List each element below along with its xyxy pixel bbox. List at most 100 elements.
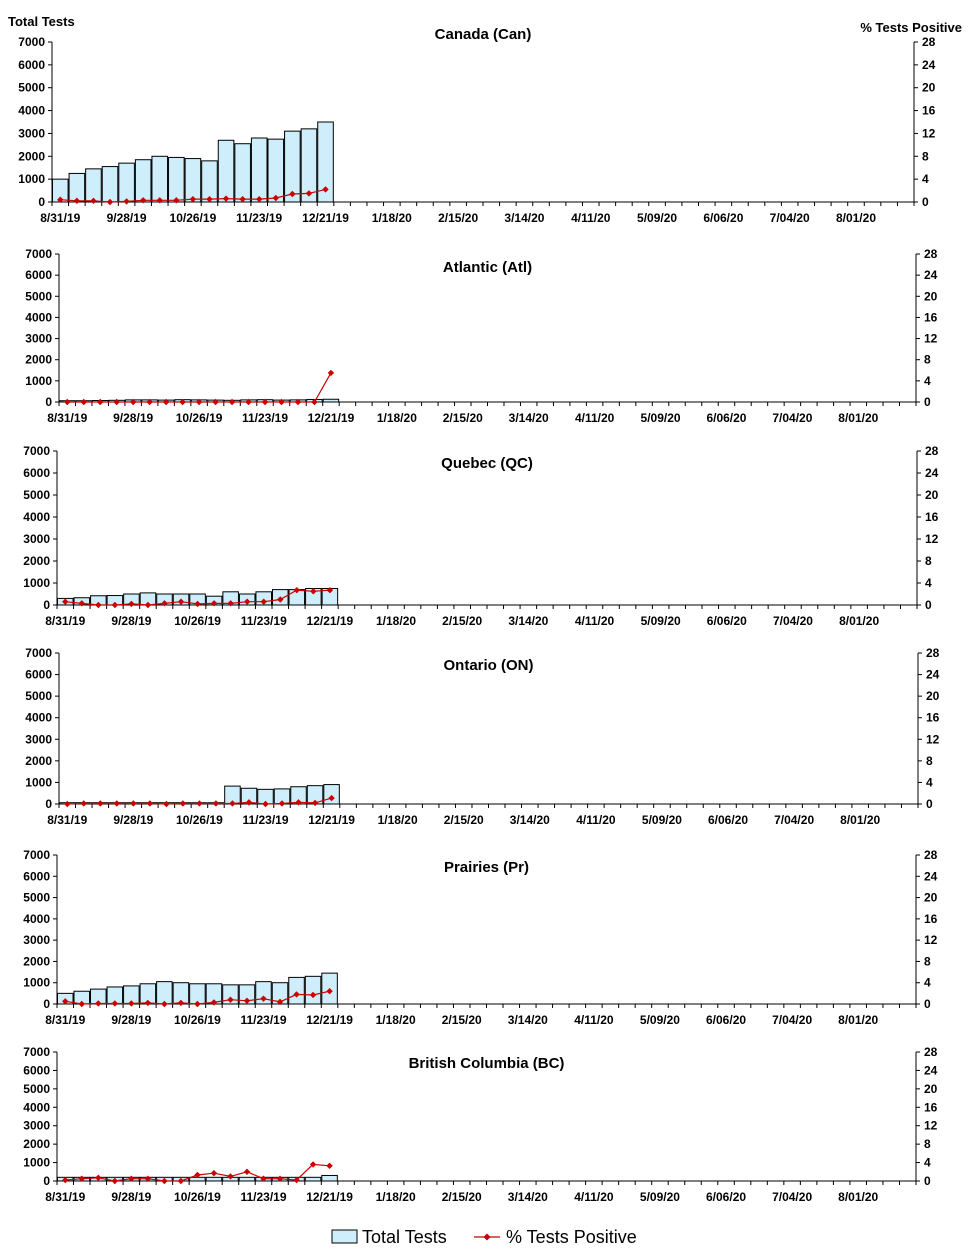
x-tick-label: 1/18/20 [376,1013,416,1027]
x-tick-label: 6/06/20 [708,813,748,827]
point-pct-positive [189,195,197,203]
y-tick-label: 1000 [18,172,45,186]
bar-total-tests [205,1176,223,1182]
x-tick-label: 7/04/20 [774,813,814,827]
y-tick-label: 0 [45,395,52,409]
bar-total-tests [250,137,268,203]
legend-line-marker [483,1233,491,1241]
y2-tick-label: 20 [922,81,936,95]
x-tick-label: 8/01/20 [838,1190,878,1204]
point-pct-positive [194,1171,201,1179]
point-pct-positive [179,398,186,406]
bar-total-tests [168,156,185,203]
y2-tick-label: 28 [925,444,939,458]
y2-tick-label: 12 [924,1119,938,1133]
y2-tick-label: 12 [926,732,940,746]
y-tick-label: 0 [45,797,52,811]
y-tick-label: 7000 [25,646,52,660]
x-tick-label: 5/09/20 [640,1190,680,1204]
x-tick-label: 5/09/20 [637,211,677,225]
y2-tick-label: 28 [926,646,940,660]
point-pct-positive [106,198,114,206]
panel-title: Quebec (QC) [441,455,533,472]
chart-panel: Ontario (ON) 0 1000 2000 3000 4000 5000 6000 700… [25,646,939,827]
bar-total-tests [321,1174,338,1182]
y2-tick-label: 12 [924,933,938,947]
x-tick-label: 3/14/20 [509,411,549,425]
x-tick-label: 11/23/19 [242,411,288,425]
point-pct-positive [310,588,317,595]
bar-total-tests [184,158,202,203]
y2-tick-label: 16 [924,310,938,324]
point-pct-positive [210,999,218,1006]
x-tick-label: 9/28/19 [113,411,153,425]
y2-tick-label: 16 [924,1100,938,1114]
bar-total-tests [238,1176,256,1182]
y2-tick-label: 4 [922,172,929,186]
point-pct-positive [295,799,302,806]
y2-tick-label: 24 [922,58,936,72]
y-tick-label: 1000 [25,775,52,789]
point-pct-positive [62,1176,69,1184]
point-pct-positive [128,600,135,608]
point-pct-positive [278,800,286,807]
y-tick-label: 6000 [23,869,50,883]
x-tick-label: 6/06/20 [703,211,743,225]
point-pct-positive [128,1175,135,1182]
bar-total-tests [288,976,305,1005]
point-pct-positive [293,586,301,594]
legend-line-label: % Tests Positive [506,1227,637,1247]
x-tick-label: 4/11/20 [571,211,611,225]
point-pct-positive [97,800,104,807]
bar-total-tests [234,143,251,203]
y2-tick-label: 20 [925,488,939,502]
x-tick-label: 10/26/19 [174,614,221,628]
y-tick-label: 0 [43,997,50,1011]
point-pct-positive [146,800,154,807]
point-pct-positive [293,1176,300,1184]
y2-tick-label: 24 [924,869,938,883]
x-tick-label: 8/31/19 [47,411,87,425]
x-tick-label: 11/23/19 [236,211,282,225]
point-pct-positive [97,398,104,406]
bar-total-tests [217,139,235,203]
point-pct-positive [80,398,87,406]
point-pct-positive [311,799,319,807]
y-tick-label: 5000 [18,81,45,95]
y-tick-label: 7000 [25,247,52,261]
point-pct-positive [194,600,201,608]
bar-total-tests [156,981,173,1005]
y-tick-label: 3000 [23,1119,50,1133]
y-tick-label: 4000 [18,104,45,118]
y2-tick-label: 4 [925,576,932,590]
y-tick-label: 6000 [25,668,52,682]
x-tick-label: 10/26/19 [174,1190,221,1204]
line-pct-positive [67,372,332,403]
point-pct-positive [210,600,218,607]
point-pct-positive [111,601,119,609]
x-tick-label: 8/31/19 [45,1013,85,1027]
x-tick-label: 12/21/19 [306,1190,353,1204]
point-pct-positive [262,800,269,808]
bar-total-tests [304,975,322,1005]
panel-title: British Columbia (BC) [409,1055,565,1072]
right-axis-label: % Tests Positive [860,20,962,35]
point-pct-positive [95,601,102,609]
x-tick-label: 7/04/20 [773,614,813,628]
x-tick-label: 9/28/19 [111,1013,151,1027]
x-tick-label: 5/09/20 [640,1013,680,1027]
y-tick-label: 2000 [23,1137,50,1151]
x-tick-label: 2/15/20 [444,813,484,827]
point-pct-positive [243,1168,251,1175]
y-tick-label: 4000 [23,1100,50,1114]
y-tick-label: 0 [38,195,45,209]
point-pct-positive [328,794,335,802]
x-tick-label: 3/14/20 [508,1190,548,1204]
point-pct-positive [179,800,187,807]
point-pct-positive [80,800,87,807]
x-tick-label: 8/31/19 [47,813,87,827]
point-pct-positive [162,398,170,406]
y2-tick-label: 20 [924,891,938,905]
y-tick-label: 2000 [23,954,50,968]
y-tick-label: 2000 [23,554,50,568]
